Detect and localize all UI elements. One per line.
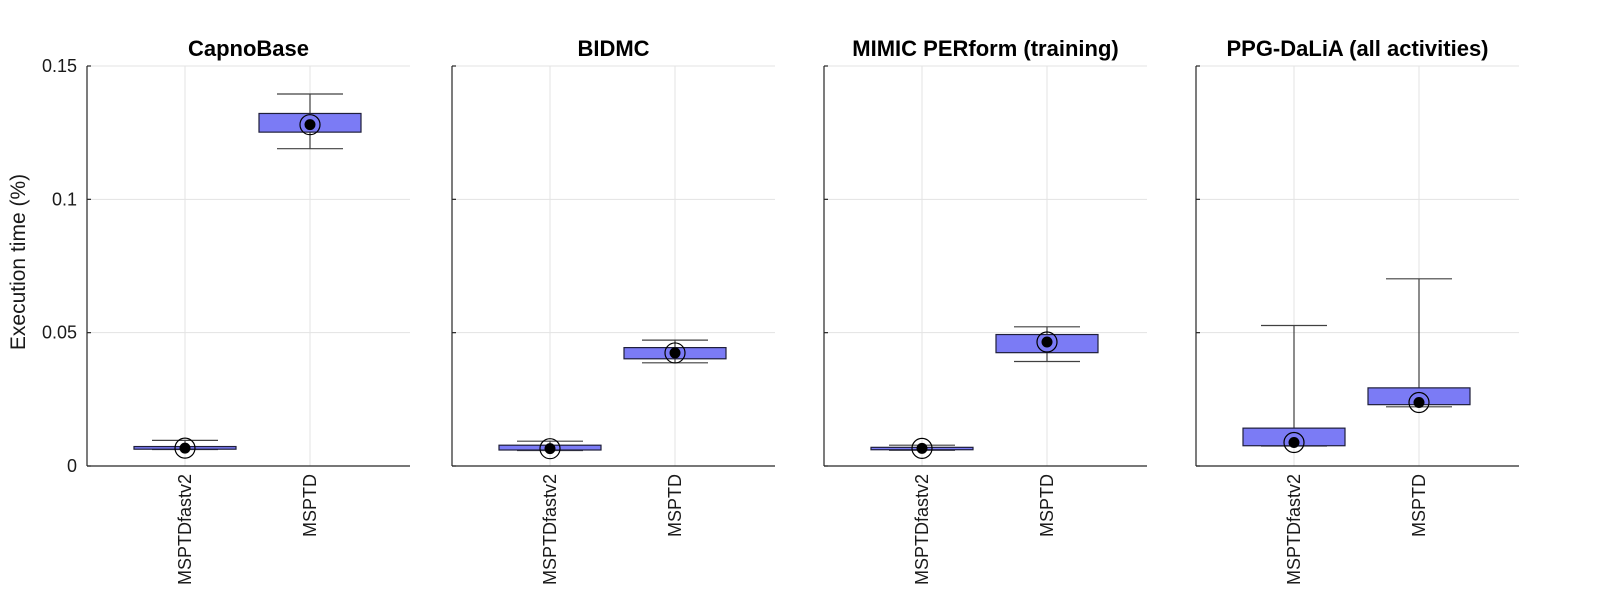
median-dot (179, 442, 191, 454)
median-ring (911, 437, 933, 459)
panel-title: PPG-DaLiA (all activities) (1226, 36, 1488, 61)
median-dot (544, 443, 556, 455)
panel-title: CapnoBase (188, 36, 309, 61)
x-category-label: MSPTD (300, 474, 320, 537)
x-category-label: MSPTDfastv2 (175, 474, 195, 585)
median-dot (1413, 397, 1425, 409)
y-tick-label: 0.05 (42, 323, 77, 343)
median-ring (664, 342, 686, 364)
median-dot (669, 347, 681, 359)
median-dot (304, 119, 316, 131)
panel-title: BIDMC (577, 36, 649, 61)
median-ring (1408, 391, 1430, 414)
x-category-label: MSPTDfastv2 (912, 474, 932, 585)
median-ring (1036, 331, 1058, 353)
x-category-label: MSPTD (1409, 474, 1429, 537)
x-category-label: MSPTDfastv2 (540, 474, 560, 585)
y-tick-label: 0.15 (42, 56, 77, 76)
median-ring (174, 437, 196, 459)
median-dot (1041, 336, 1053, 348)
median-ring (539, 438, 561, 460)
x-category-label: MSPTD (1037, 474, 1057, 537)
y-tick-label: 0 (67, 456, 77, 476)
x-category-label: MSPTD (665, 474, 685, 537)
panel-title: MIMIC PERform (training) (852, 36, 1118, 61)
median-dot (916, 442, 928, 454)
x-category-label: MSPTDfastv2 (1284, 474, 1304, 585)
y-tick-label: 0.1 (52, 189, 77, 209)
median-dot (1288, 437, 1300, 449)
y-axis-label: Execution time (%) (7, 174, 30, 350)
median-ring (299, 114, 321, 136)
median-ring (1283, 431, 1305, 454)
